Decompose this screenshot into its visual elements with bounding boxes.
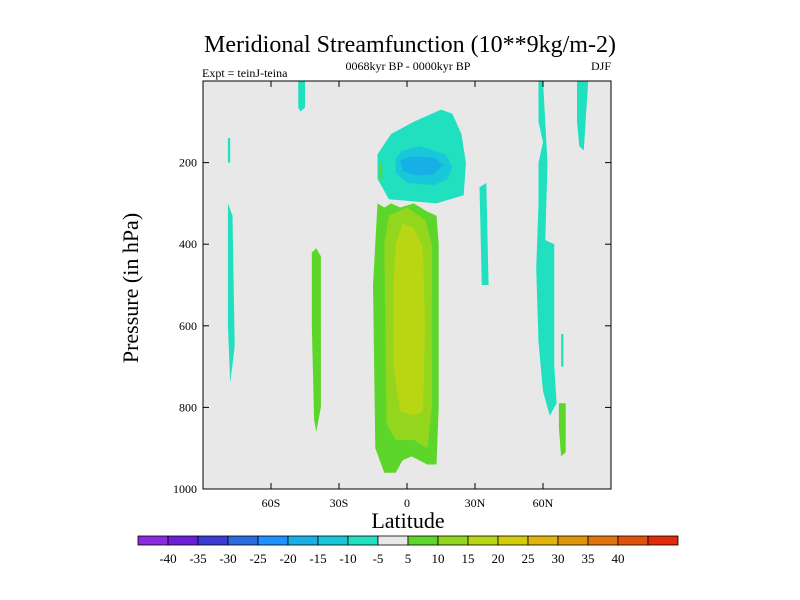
period-label: 0068kyr BP - 0000kyr BP <box>346 59 471 73</box>
colorbar-box <box>257 535 289 546</box>
colorbar-box <box>407 535 439 546</box>
colorbar-box <box>197 535 229 546</box>
colorbar-box <box>437 535 469 546</box>
colorbar-label: 10 <box>432 551 445 566</box>
contour-region <box>400 156 444 176</box>
contour-region <box>227 138 231 163</box>
colorbar-label: 15 <box>462 551 475 566</box>
colorbar-label: -25 <box>249 551 266 566</box>
colorbar-box <box>227 535 259 546</box>
colorbar-label: 35 <box>582 551 595 566</box>
y-tick-label: 600 <box>179 319 197 333</box>
colorbar-label: -30 <box>219 551 236 566</box>
season-label: DJF <box>591 59 611 73</box>
colorbar-box <box>527 535 559 546</box>
colorbar-label: 30 <box>552 551 565 566</box>
x-tick-label: 30S <box>330 496 349 510</box>
contour-region <box>393 223 426 416</box>
colorbar-box <box>557 535 589 546</box>
contour-region <box>298 81 305 112</box>
y-axis-label: Pressure (in hPa) <box>118 213 143 363</box>
colorbar-box <box>617 535 649 546</box>
contour-region <box>577 81 589 151</box>
chart-title: Meridional Streamfunction (10**9kg/m-2) <box>204 32 616 58</box>
y-tick-label: 400 <box>179 237 197 251</box>
contour-region <box>479 183 489 285</box>
colorbar-label: -40 <box>159 551 176 566</box>
colorbar-box <box>467 535 499 546</box>
y-tick-label: 1000 <box>173 482 197 496</box>
contour-region <box>561 334 564 367</box>
colorbar-box <box>647 535 679 546</box>
colorbar-label: -5 <box>373 551 384 566</box>
colorbar-label: -20 <box>279 551 296 566</box>
contour-region <box>536 81 557 416</box>
x-tick-label: 60N <box>533 496 554 510</box>
colorbar-label: 40 <box>612 551 625 566</box>
y-tick-label: 800 <box>179 400 197 414</box>
colorbar-label: -10 <box>339 551 356 566</box>
colorbar-box <box>377 535 409 546</box>
colorbar-label: -35 <box>189 551 206 566</box>
axis-ticks: 60S 30S 0 30N 60N 200 400 600 800 1000 <box>173 81 611 510</box>
contour-region <box>558 403 566 457</box>
colorbar-box <box>287 535 319 546</box>
experiment-label: Expt = teinJ-teina <box>202 66 288 80</box>
x-tick-label: 30N <box>465 496 486 510</box>
colorbar-box <box>497 535 529 546</box>
colorbar-label: 25 <box>522 551 535 566</box>
contour-region <box>227 203 235 383</box>
colorbar-box <box>167 535 199 546</box>
colorbar-label: 20 <box>492 551 505 566</box>
x-tick-label: 0 <box>404 496 410 510</box>
y-tick-label: 200 <box>179 156 197 170</box>
colorbar: -40 -35 -30 -25 -20 -15 -10 -5 5 10 15 20 25 30 35 40 <box>137 535 679 566</box>
x-axis-label: Latitude <box>371 508 444 533</box>
x-tick-label: 60S <box>262 496 281 510</box>
contour-region <box>311 248 321 432</box>
colorbar-box <box>317 535 349 546</box>
colorbar-box <box>347 535 379 546</box>
contour-regions <box>227 81 589 473</box>
plot-area: 60S 30S 0 30N 60N 200 400 600 800 1000 <box>173 80 612 510</box>
colorbar-label: 5 <box>405 551 412 566</box>
colorbar-box <box>587 535 619 546</box>
colorbar-label: -15 <box>309 551 326 566</box>
colorbar-box <box>137 535 169 546</box>
contour-region <box>379 162 383 179</box>
